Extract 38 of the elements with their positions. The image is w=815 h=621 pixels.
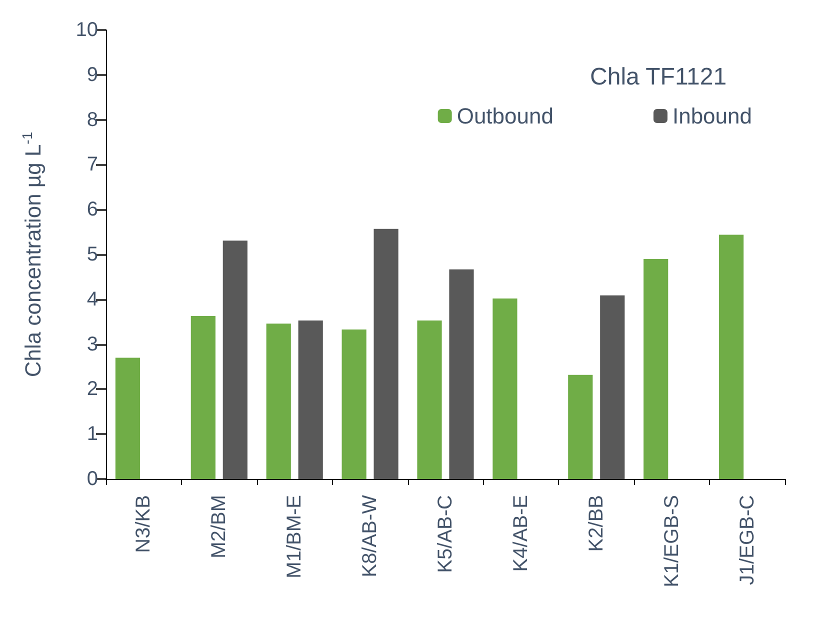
bar bbox=[190, 316, 216, 479]
bar bbox=[266, 324, 291, 479]
x-tick-label: M2/BM bbox=[208, 495, 230, 558]
y-tick-label: 5 bbox=[86, 244, 98, 266]
y-tick-label: 0 bbox=[86, 468, 98, 490]
bar bbox=[718, 234, 744, 479]
bar bbox=[374, 228, 398, 479]
y-tick-label: 2 bbox=[86, 378, 98, 400]
x-tick-label: J1/EGB-C bbox=[736, 495, 758, 586]
y-tick-label: 8 bbox=[86, 108, 98, 131]
x-tick-label: K5/AB-C bbox=[434, 495, 456, 573]
bar bbox=[115, 358, 140, 479]
y-tick-label: 10 bbox=[76, 19, 98, 41]
y-tick-label: 6 bbox=[86, 198, 98, 221]
x-tick-label: K1/EGB-S bbox=[660, 495, 683, 588]
bar bbox=[568, 374, 593, 479]
y-tick-label: 9 bbox=[86, 64, 98, 86]
y-tick-label: 1 bbox=[86, 423, 98, 446]
bar bbox=[492, 298, 518, 479]
legend-label: Inbound bbox=[672, 104, 752, 128]
bar bbox=[222, 240, 248, 479]
bar bbox=[342, 329, 366, 479]
bar bbox=[449, 269, 474, 479]
x-tick-label: N3/KB bbox=[132, 495, 155, 553]
bar bbox=[417, 320, 442, 479]
bar bbox=[600, 295, 625, 479]
legend-label: Outbound bbox=[456, 104, 554, 128]
y-tick-label: 7 bbox=[86, 154, 98, 176]
x-tick-label: K4/AB-E bbox=[510, 495, 532, 572]
text: Chla TF1121 bbox=[590, 64, 727, 90]
y-axis-title: Chla concentration µg L-1 bbox=[19, 132, 46, 378]
x-tick-label: K2/BB bbox=[585, 495, 608, 552]
bar bbox=[298, 320, 323, 479]
bar bbox=[644, 258, 668, 479]
x-tick-label: M1/BM-E bbox=[284, 495, 306, 578]
x-tick-label: K8/AB-W bbox=[359, 494, 382, 578]
y-tick-label: 3 bbox=[86, 333, 98, 356]
y-tick-label: 4 bbox=[86, 288, 98, 310]
